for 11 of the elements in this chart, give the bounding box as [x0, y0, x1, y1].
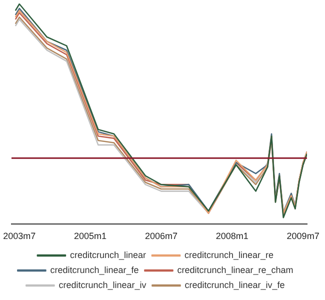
legend-label: creditcrunch_linear_fe: [50, 264, 139, 275]
x-tick-label: 2008m1: [216, 231, 248, 242]
legend-label: creditcrunch_linear_iv_fe: [184, 280, 285, 290]
legend-label: creditcrunch_linear_re: [184, 250, 274, 260]
legend-label: creditcrunch_linear_re_cham: [177, 264, 294, 275]
x-tick-label: 2003m7: [3, 231, 36, 242]
legend-label: creditcrunch_linear_iv: [58, 280, 147, 290]
x-tick-label: 2005m1: [74, 231, 107, 242]
x-tick-label: 2009m7: [286, 231, 320, 242]
x-tick-label: 2006m7: [144, 231, 178, 242]
legend-label: creditcrunch_linear: [70, 250, 146, 260]
